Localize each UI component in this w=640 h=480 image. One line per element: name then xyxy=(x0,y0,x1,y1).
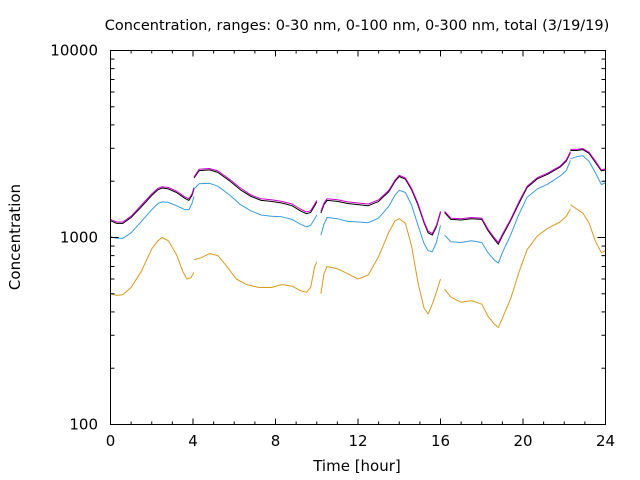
series-3-line-segment xyxy=(110,196,195,239)
plot-frame xyxy=(110,50,606,425)
series-1-line-segment xyxy=(570,149,606,172)
series-3-line-segment xyxy=(320,189,441,253)
x-tick-label: 0 xyxy=(106,432,116,450)
series-3-line-segment xyxy=(570,155,606,185)
y-axis-label: Concentration xyxy=(6,184,24,290)
y-tick-label: 10000 xyxy=(50,42,98,60)
series-4-line-segment xyxy=(570,204,606,254)
x-axis-label: Time [hour] xyxy=(312,457,401,475)
x-tick-label: 4 xyxy=(188,432,198,450)
series-layer xyxy=(110,148,606,328)
series-1-line-segment xyxy=(110,187,195,224)
y-tick-label: 100 xyxy=(69,416,98,434)
series-3-line-segment xyxy=(444,160,571,264)
series-4-line-segment xyxy=(193,253,318,293)
tick-layer: 0 4 8 12 16 20 24 100 1000 10000 xyxy=(50,42,615,451)
x-tick-label: 24 xyxy=(596,432,615,450)
x-tick-label: 12 xyxy=(348,432,367,450)
x-tick-label: 8 xyxy=(271,432,281,450)
series-2-line-segment xyxy=(320,174,441,234)
series-2-line-segment xyxy=(110,186,195,223)
series-1-line-segment xyxy=(444,152,571,245)
series-1-line-segment xyxy=(320,176,441,236)
series-3-line-segment xyxy=(193,182,318,228)
y-tick-label: 1000 xyxy=(60,229,98,247)
series-4-line-segment xyxy=(320,218,441,315)
series-1-line-segment xyxy=(193,169,318,215)
series-4-line-segment xyxy=(110,237,195,296)
x-tick-label: 16 xyxy=(431,432,450,450)
series-2-line-segment xyxy=(570,148,606,171)
chart-title: Concentration, ranges: 0-30 nm, 0-100 nm… xyxy=(105,18,610,34)
series-2-line-segment xyxy=(193,168,318,213)
series-4-line-segment xyxy=(444,208,571,328)
x-tick-label: 20 xyxy=(513,432,532,450)
series-2-line-segment xyxy=(444,151,571,243)
